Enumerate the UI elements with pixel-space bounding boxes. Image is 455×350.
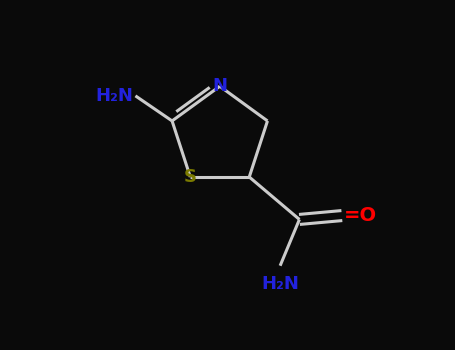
Text: H₂N: H₂N xyxy=(261,275,299,293)
Text: N: N xyxy=(212,77,228,95)
Text: S: S xyxy=(184,168,197,186)
Text: H₂N: H₂N xyxy=(96,87,133,105)
Text: =O: =O xyxy=(344,206,377,225)
